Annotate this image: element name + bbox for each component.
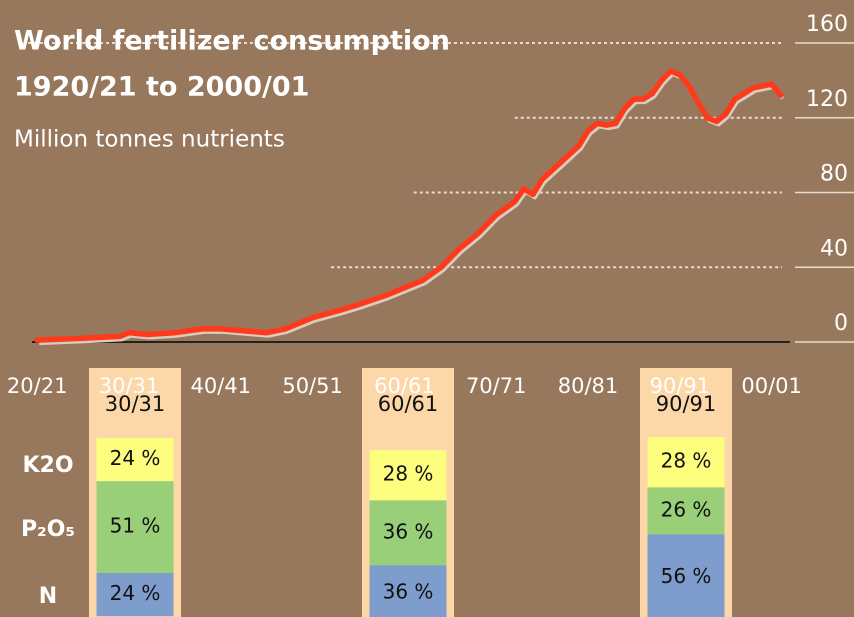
segment-label: 36 % <box>383 519 434 543</box>
segment-label: 28 % <box>383 462 434 486</box>
segment <box>96 481 174 573</box>
chart-subtitle: 1920/21 to 2000/01 <box>14 72 309 103</box>
y-axis-label: Million tonnes nutrients <box>14 127 285 153</box>
segment <box>96 573 174 617</box>
panels: 30/31 24 % 51 % 24 % 60/61 28 % 36 % 36 % 90/91 2… <box>21 368 732 617</box>
x-tick-label: 90/91 <box>650 374 711 398</box>
segment-label: 36 % <box>383 580 434 604</box>
segment <box>369 450 447 501</box>
segment-label: 26 % <box>661 497 712 521</box>
panel-label: 30/31 <box>105 392 166 416</box>
y-tick-label: 120 <box>806 87 848 112</box>
segment <box>369 565 447 617</box>
segment-label: 24 % <box>110 446 161 470</box>
legend-label: K2O <box>22 453 73 478</box>
segment <box>647 437 725 488</box>
panel-label: 90/91 <box>656 392 717 416</box>
y-tick-label: 80 <box>820 162 848 187</box>
segment-label: 28 % <box>661 449 712 473</box>
plot: 0 40 80 120 160 20/21 30/31 40/41 50/51 60/61 70/7… <box>7 12 854 398</box>
x-tick-label: 40/41 <box>191 374 252 398</box>
x-tick-label: 30/31 <box>99 374 160 398</box>
segment-label: 51 % <box>110 514 161 538</box>
segment-label: 24 % <box>110 581 161 605</box>
y-tick-label: 160 <box>806 12 848 37</box>
x-tick-label: 70/71 <box>466 374 527 398</box>
segment-label: 56 % <box>661 564 712 588</box>
legend-label: P₂O₅ <box>21 517 75 542</box>
legend-label: N <box>39 584 57 609</box>
x-tick-label: 50/51 <box>282 374 343 398</box>
x-tick-label: 60/61 <box>374 374 435 398</box>
x-tick-label: 00/01 <box>741 374 802 398</box>
segment <box>647 534 725 617</box>
segment <box>96 438 174 482</box>
line <box>34 68 784 343</box>
x-tick-label: 80/81 <box>558 374 619 398</box>
segment <box>369 500 447 566</box>
segment <box>647 487 725 535</box>
y-tick-label: 40 <box>820 236 848 261</box>
x-tick-label: 20/21 <box>7 374 68 398</box>
y-tick-label: 0 <box>834 311 848 336</box>
chart-title: World fertilizer consumption <box>14 26 450 57</box>
panel-label: 60/61 <box>378 392 439 416</box>
